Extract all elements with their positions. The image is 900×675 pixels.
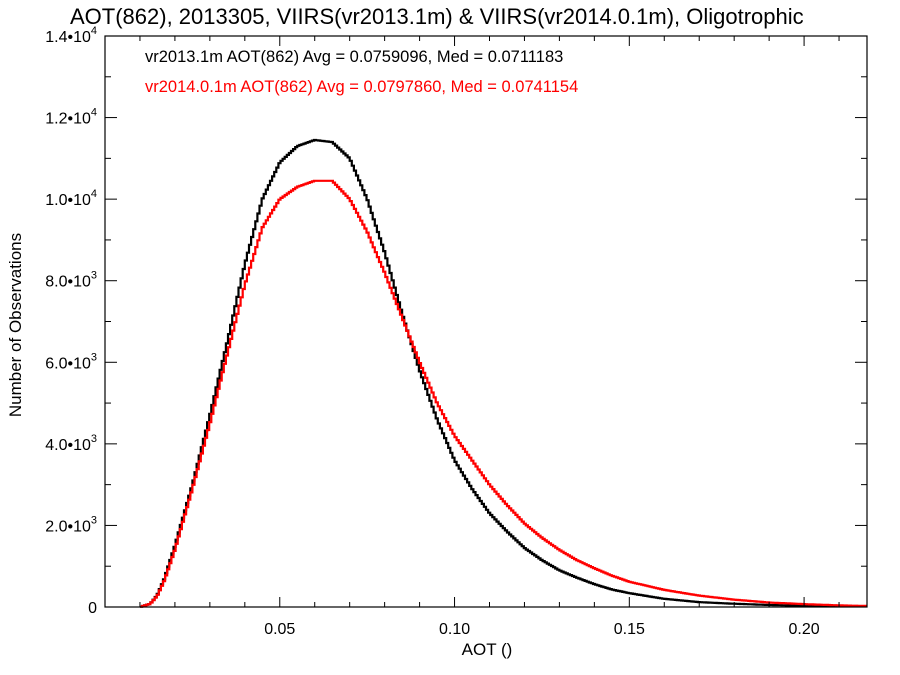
- y-tick-exponent: 4: [91, 25, 97, 37]
- x-tick-label: 0.10: [439, 621, 470, 638]
- y-tick-label: 1.2•104: [45, 107, 97, 128]
- y-tick-label: 4.0•103: [45, 433, 97, 454]
- annotation-1: vr2013.1m AOT(862) Avg = 0.0759096, Med …: [145, 48, 563, 66]
- x-tick-label: 0.05: [264, 621, 295, 638]
- y-tick-exponent: 4: [91, 107, 97, 119]
- annotation-2: vr2014.0.1m AOT(862) Avg = 0.0797860, Me…: [145, 78, 578, 96]
- y-tick-label: 1.0•104: [45, 188, 97, 209]
- series-1-line: [140, 138, 867, 608]
- y-tick-label: 0: [88, 600, 97, 617]
- y-tick-label: 8.0•103: [45, 270, 97, 291]
- y-tick-exponent: 3: [91, 270, 97, 282]
- y-tick-exponent: 3: [91, 514, 97, 526]
- y-tick-label: 1.4•104: [45, 25, 97, 46]
- y-tick-exponent: 3: [91, 433, 97, 445]
- y-axis-label: Number of Observations: [6, 233, 25, 417]
- plot-frame: [104, 35, 868, 608]
- y-tick-label: 6.0•103: [45, 351, 97, 372]
- plot-area: 0.05 0.10 0.15 0.20 0 2.0•103 4.0•103 6.0•103 8.…: [45, 25, 868, 638]
- y-tick-exponent: 4: [91, 188, 97, 200]
- y-tick-exponent: 3: [91, 351, 97, 363]
- chart-title: AOT(862), 2013305, VIIRS(vr2013.1m) & VI…: [70, 4, 804, 29]
- x-tick-label: 0.20: [789, 621, 820, 638]
- x-tick-label: 0.15: [614, 621, 645, 638]
- y-tick-label: 2.0•103: [45, 514, 97, 535]
- series-2-line: [140, 179, 867, 608]
- x-axis-label: AOT (): [462, 640, 513, 659]
